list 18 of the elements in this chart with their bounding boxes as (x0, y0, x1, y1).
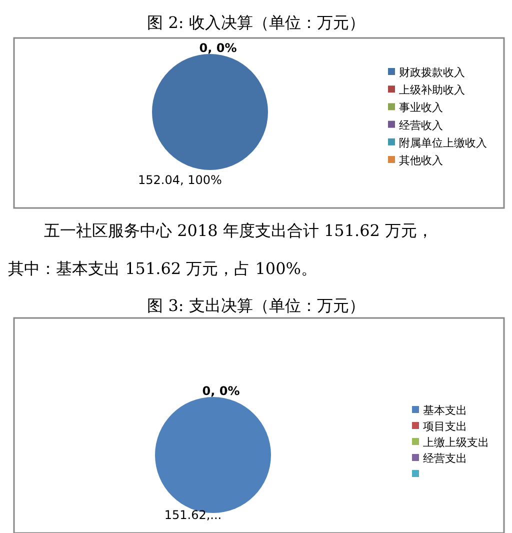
chart-title: 图 3: 支出决算（单位：万元） (147, 296, 365, 315)
legend-label: 其他收入 (399, 154, 443, 167)
text: 其中：基本支出 151.62 万元，占 100%。 (8, 259, 317, 278)
text: 0, 0% (202, 384, 240, 398)
data-label: 152.04, 100% (138, 173, 222, 187)
data-label: 151.62,... (164, 508, 222, 522)
legend-label: 经营支出 (423, 452, 467, 465)
legend-label: 财政拨款收入 (399, 66, 465, 79)
chart-title: 图 2: 收入决算（单位：万元） (147, 13, 365, 32)
legend-label: 上缴上级支出 (423, 436, 489, 449)
legend-label: 事业收入 (399, 101, 443, 114)
legend-label: 项目支出 (423, 420, 467, 433)
legend-label: 经营收入 (399, 118, 443, 132)
legend-label: 附属单位上缴收入 (399, 136, 487, 150)
legend-label: 基本支出 (423, 404, 467, 417)
text: 0, 0% (199, 41, 237, 55)
text: 五一社区服务中心 2018 年度支出合计 151.62 万元， (44, 221, 434, 240)
legend-label: 上级补助收入 (399, 84, 465, 97)
